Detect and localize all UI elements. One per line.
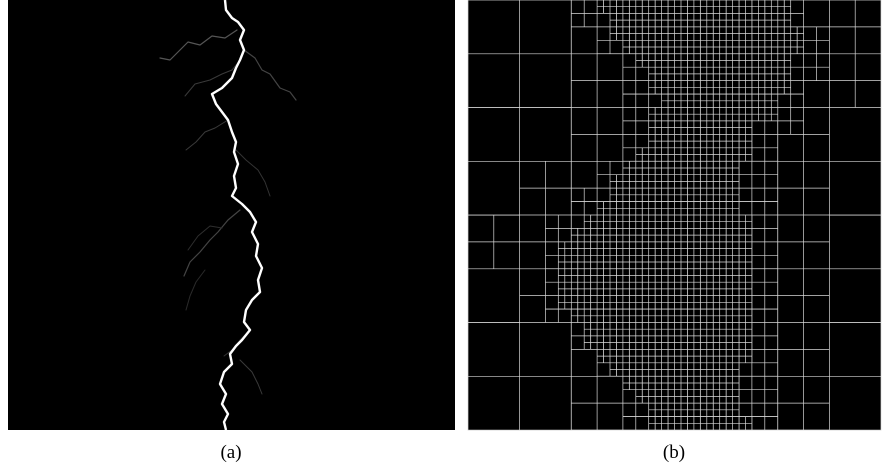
branch — [235, 149, 271, 197]
branch — [239, 359, 263, 395]
branch — [187, 225, 223, 251]
branch — [185, 269, 206, 311]
quadtree-grid — [467, 0, 882, 431]
branch — [184, 59, 241, 97]
branch — [159, 29, 238, 61]
caption: (b) — [663, 442, 685, 463]
panel-a — [8, 0, 455, 431]
caption: (a) — [220, 442, 241, 463]
branch — [243, 49, 297, 101]
branch — [183, 209, 241, 277]
panel-b — [467, 0, 882, 431]
lightning-main-bolt — [210, 0, 264, 431]
branch — [185, 119, 229, 151]
